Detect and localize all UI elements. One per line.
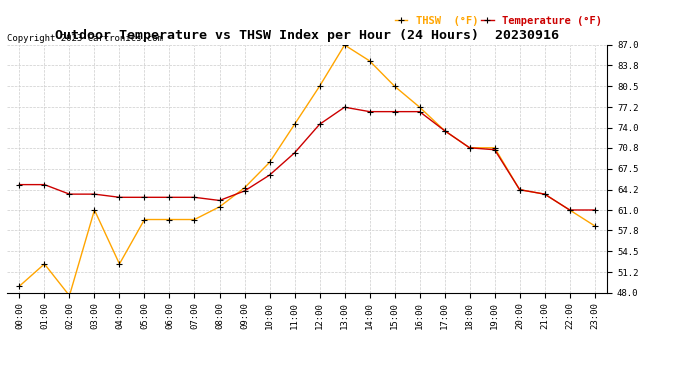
Text: Copyright 2023 Cartronics.com: Copyright 2023 Cartronics.com bbox=[7, 33, 163, 42]
Title: Outdoor Temperature vs THSW Index per Hour (24 Hours)  20230916: Outdoor Temperature vs THSW Index per Ho… bbox=[55, 30, 559, 42]
Legend: THSW  (°F), Temperature (°F): THSW (°F), Temperature (°F) bbox=[395, 15, 602, 26]
